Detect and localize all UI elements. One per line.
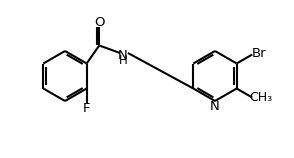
Text: N: N <box>210 100 220 113</box>
Text: F: F <box>83 102 90 115</box>
Text: H: H <box>118 54 127 67</box>
Text: O: O <box>94 16 105 29</box>
Text: N: N <box>118 49 128 61</box>
Text: CH₃: CH₃ <box>250 91 273 104</box>
Text: Br: Br <box>252 47 267 60</box>
